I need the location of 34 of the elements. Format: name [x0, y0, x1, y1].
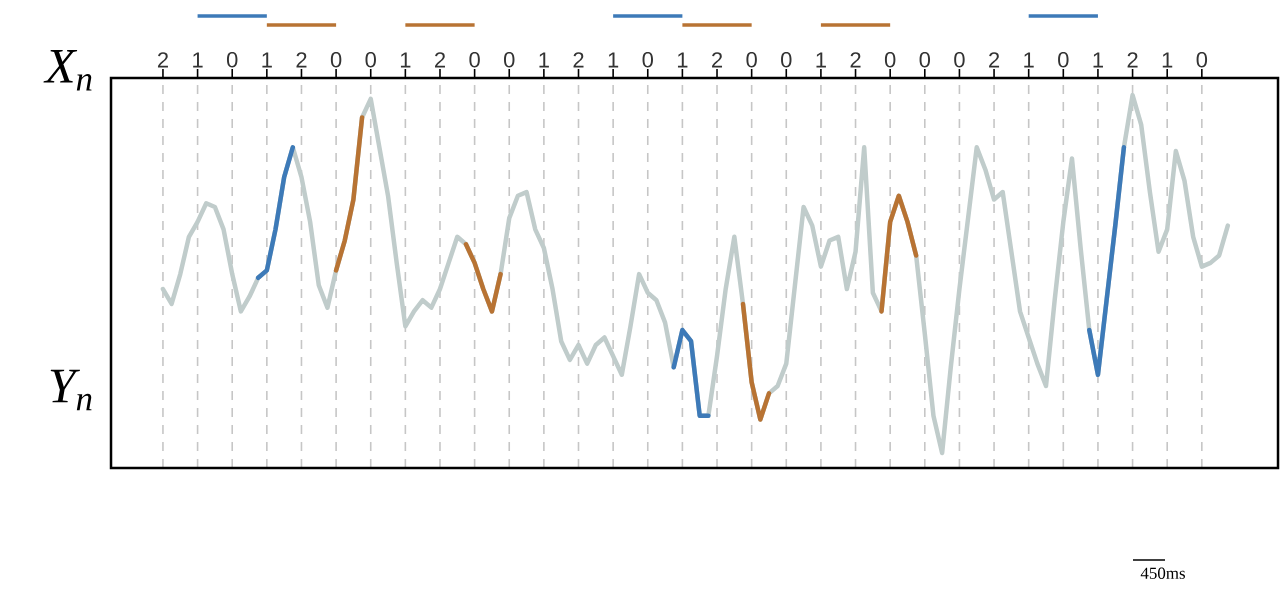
- x-tick-label: 2: [1127, 52, 1138, 68]
- x-tick-label: 1: [816, 52, 826, 68]
- x-tick-label: 0: [954, 51, 965, 68]
- x-tick-label: 0: [365, 51, 376, 68]
- x-tick-label: 0: [746, 51, 757, 68]
- x-tick-label: 1: [262, 52, 272, 68]
- x-tick-label: 0: [1058, 51, 1069, 68]
- x-tick-label: 0: [1196, 51, 1208, 68]
- x-tick-label: 1: [1093, 52, 1103, 68]
- x-tick-label: 1: [1024, 52, 1034, 68]
- x-tick-label: 2: [435, 52, 445, 68]
- x-tick-label: 2: [573, 52, 584, 68]
- x-tick-label: 0: [919, 51, 931, 68]
- x-tick-label: 2: [157, 52, 168, 68]
- x-tick-label: 0: [226, 51, 238, 68]
- y-axis-title: Y$_{n}$: [50, 369, 92, 411]
- x-tick-label: 1: [400, 52, 411, 68]
- x-tick-label: 1: [1162, 52, 1173, 68]
- x-tick-label: 1: [193, 52, 203, 68]
- x-tick-label: 1: [677, 52, 688, 68]
- x-tick-label: 0: [469, 51, 480, 68]
- x-tick-label: 0: [884, 51, 896, 68]
- text: 450ms: [1140, 567, 1185, 579]
- x-tick-label: 0: [504, 51, 515, 68]
- x-tick-label: 0: [781, 51, 792, 68]
- x-tick-label: 2: [989, 52, 1000, 68]
- x-tick-label: 2: [850, 52, 861, 68]
- x-tick-label: 2: [712, 52, 723, 68]
- x-tick-label: 2: [296, 52, 307, 68]
- x-axis-title: X$_{n}$: [43, 49, 92, 91]
- x-tick-label: 0: [330, 51, 342, 68]
- x-tick-label: 1: [608, 52, 619, 68]
- x-tick-label: 0: [642, 51, 653, 68]
- x-tick-label: 1: [539, 52, 549, 68]
